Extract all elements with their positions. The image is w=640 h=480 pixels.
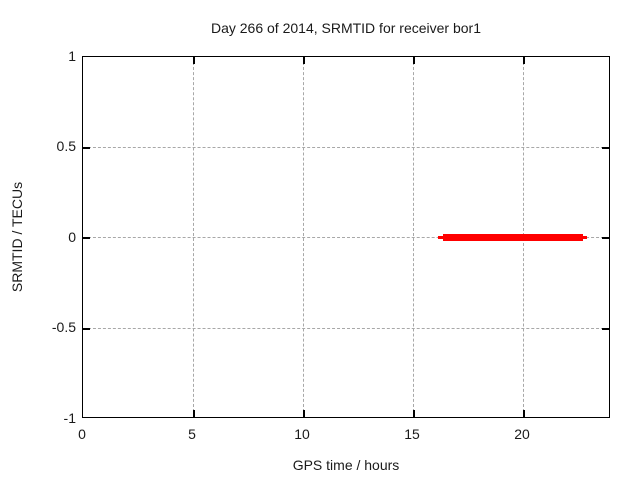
y-tick-label: 1 [68, 48, 76, 64]
x-tick-mark [303, 57, 305, 64]
y-tick-label: 0 [68, 229, 76, 245]
y-tick-mark [83, 237, 90, 239]
gridline-x-15 [413, 57, 414, 417]
y-tick-mark [602, 147, 609, 149]
x-tick-mark [193, 57, 195, 64]
y-axis-title: SRMTID / TECUs [9, 181, 25, 293]
x-tick-label: 10 [294, 426, 310, 442]
chart-title: Day 266 of 2014, SRMTID for receiver bor… [210, 20, 481, 36]
x-tick-mark [303, 410, 305, 417]
x-tick-mark [523, 57, 525, 64]
gridline-y--0.5 [83, 328, 609, 329]
y-tick-mark [83, 147, 90, 149]
x-tick-label: 0 [78, 426, 86, 442]
y-tick-mark [83, 328, 90, 330]
srmtid-series-line [443, 234, 583, 241]
y-tick-label: 0.5 [56, 138, 76, 154]
x-tick-label: 20 [514, 426, 530, 442]
x-tick-mark [523, 410, 525, 417]
gridline-x-5 [193, 57, 194, 417]
x-tick-label: 15 [404, 426, 420, 442]
x-tick-label: 5 [188, 426, 196, 442]
y-tick-mark [602, 328, 609, 330]
gridline-y-0 [83, 237, 609, 238]
plot-area [82, 56, 610, 418]
x-tick-mark [413, 410, 415, 417]
y-tick-label: -1 [63, 410, 76, 426]
x-axis-title: GPS time / hours [292, 457, 400, 473]
x-tick-mark [413, 57, 415, 64]
x-tick-mark [193, 410, 195, 417]
y-tick-label: -0.5 [51, 319, 76, 335]
y-tick-mark [602, 237, 609, 239]
gridline-y-0.5 [83, 147, 609, 148]
gridline-x-10 [303, 57, 304, 417]
